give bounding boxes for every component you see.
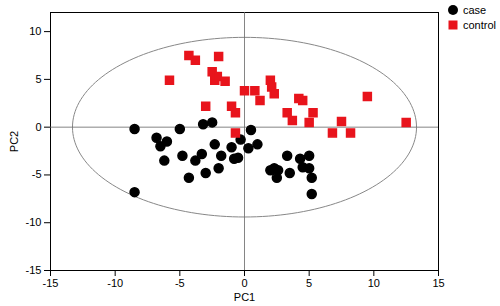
svg-text:10: 10: [29, 25, 41, 37]
svg-text:5: 5: [306, 277, 312, 289]
svg-text:-5: -5: [175, 277, 185, 289]
svg-text:15: 15: [432, 277, 444, 289]
svg-text:-15: -15: [43, 277, 59, 289]
svg-text:-5: -5: [32, 168, 42, 180]
html-text:case: case: [463, 3, 487, 16]
svg-text:PC2: PC2: [8, 131, 20, 152]
svg-text:0: 0: [35, 121, 41, 133]
svg-text:0: 0: [241, 277, 247, 289]
svg-text:-15: -15: [26, 264, 42, 276]
svg-text:-10: -10: [26, 216, 42, 228]
html-text:control: control: [463, 18, 496, 31]
svg-text:-10: -10: [107, 277, 123, 289]
svg-text:PC1: PC1: [234, 291, 255, 303]
svg-text:10: 10: [368, 277, 380, 289]
svg-text:5: 5: [35, 73, 41, 85]
